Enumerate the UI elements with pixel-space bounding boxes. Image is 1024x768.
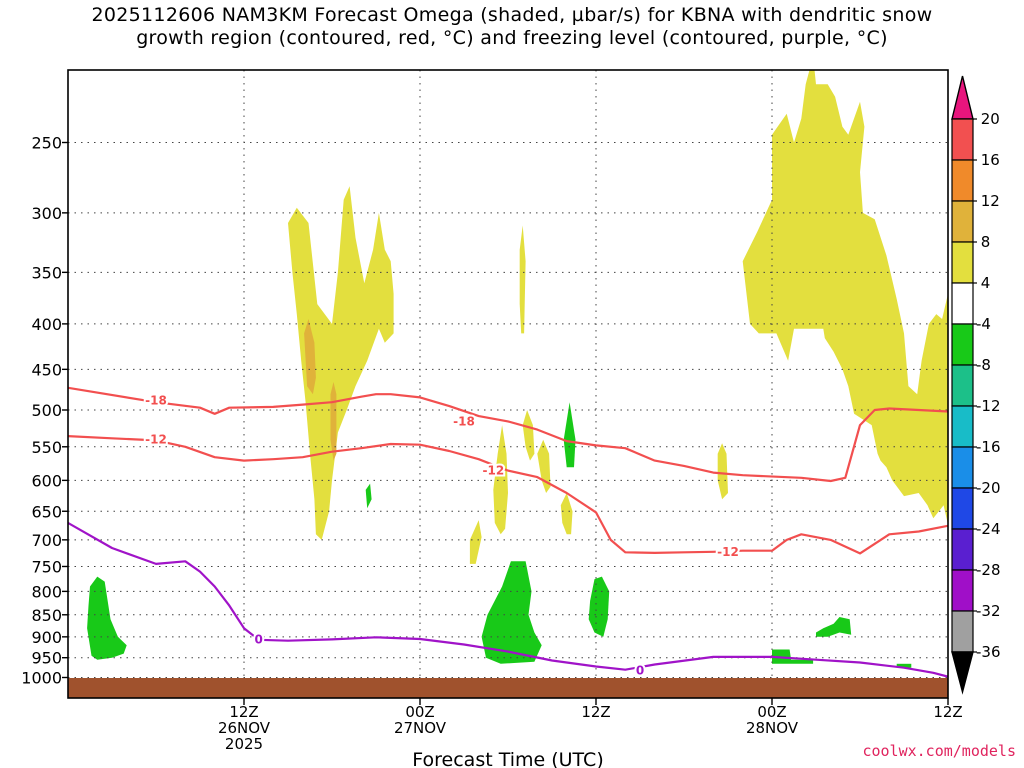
y-tick-label: 400 xyxy=(31,315,62,334)
colorbar-swatch xyxy=(951,323,974,366)
y-tick-label: 450 xyxy=(31,360,62,379)
colorbar: 20 16 12 8 4 -4 -8 -12 -16 -20 -24 -28 -32 -36 xyxy=(951,75,1001,695)
omega-shade-2-0 xyxy=(87,576,127,660)
y-tick-label: 300 xyxy=(31,204,62,223)
colorbar-swatch xyxy=(951,405,974,448)
y-tick-label: 350 xyxy=(31,263,62,282)
colorbar-swatch xyxy=(951,241,974,284)
y-tick-label: 800 xyxy=(31,582,62,601)
terrain-fill xyxy=(68,678,948,698)
x-tick-label: 00Z xyxy=(405,703,434,721)
colorbar-top-arrow xyxy=(951,75,974,120)
colorbar-swatch xyxy=(951,282,974,325)
x-tick-label: 12Z xyxy=(581,703,610,721)
x-tick-label: 28NOV xyxy=(746,719,799,737)
omega-shade-0-5 xyxy=(560,493,573,535)
title-line-2: growth region (contoured, red, °C) and f… xyxy=(136,27,888,49)
omega-shade-0-2 xyxy=(493,425,508,535)
contour-2 xyxy=(68,521,948,678)
colorbar-label: -32 xyxy=(976,602,1001,620)
y-tick-label: 250 xyxy=(31,134,62,153)
y-tick-label: 500 xyxy=(31,401,62,420)
colorbar-swatch xyxy=(951,118,974,161)
y-tick-label: 750 xyxy=(31,557,62,576)
omega-shade-2-2 xyxy=(481,561,542,664)
colorbar-swatch xyxy=(951,528,974,571)
x-tick-label: 12Z xyxy=(933,703,962,721)
y-tick-label: 900 xyxy=(31,628,62,647)
colorbar-label: 12 xyxy=(976,192,1000,210)
colorbar-label: 16 xyxy=(976,151,1000,169)
contour-label: -12 xyxy=(482,464,504,478)
x-axis-label: Forecast Time (UTC) xyxy=(412,749,603,768)
title-line-1: 2025112606 NAM3KM Forecast Omega (shaded… xyxy=(91,4,933,26)
colorbar-label: -16 xyxy=(976,438,1001,456)
colorbar-swatch xyxy=(951,487,974,530)
x-tick-label: 2025 xyxy=(225,735,263,753)
y-tick-label: 600 xyxy=(31,471,62,490)
x-tick-label: 27NOV xyxy=(394,719,447,737)
y-tick-label: 700 xyxy=(31,531,62,550)
omega-shade-0-4 xyxy=(537,439,551,493)
colorbar-swatch xyxy=(951,200,974,243)
omega-shade-1-0 xyxy=(304,319,316,395)
contour-0 xyxy=(68,386,948,483)
omega-shade-0-3 xyxy=(522,410,535,461)
omega-shade-2-4 xyxy=(588,576,610,637)
colorbar-label: -20 xyxy=(976,479,1001,497)
contour-label: 0 xyxy=(254,632,262,646)
y-tick-label: 950 xyxy=(31,649,62,668)
colorbar-swatch xyxy=(951,569,974,612)
omega-shade-2-1 xyxy=(365,483,372,509)
y-tick-label: 550 xyxy=(31,438,62,457)
chart-title: 2025112606 NAM3KM Forecast Omega (shaded… xyxy=(0,4,1024,50)
colorbar-swatch xyxy=(951,159,974,202)
omega-shade-2-3 xyxy=(563,402,576,468)
x-tick-label: 12Z xyxy=(229,703,258,721)
colorbar-swatch xyxy=(951,610,974,653)
colorbar-label: -8 xyxy=(976,356,991,374)
omega-shade-2-6 xyxy=(816,617,852,637)
contour-1 xyxy=(68,435,948,555)
plot-frame xyxy=(67,69,949,699)
y-tick-label: 1000 xyxy=(21,669,62,688)
contour-label: -18 xyxy=(453,414,475,428)
x-tick-label: 00Z xyxy=(757,703,786,721)
colorbar-label: -36 xyxy=(976,643,1001,661)
colorbar-swatch xyxy=(951,446,974,489)
contour-label: -12 xyxy=(145,433,167,447)
omega-shade-0-7 xyxy=(717,443,728,500)
x-tick-label: 26NOV xyxy=(218,719,271,737)
contour-label: -18 xyxy=(145,394,167,408)
colorbar-label: 8 xyxy=(976,233,990,251)
omega-shade-0-1 xyxy=(469,520,482,564)
omega-shade-0-0 xyxy=(288,186,394,540)
contour-label: 0 xyxy=(636,663,644,677)
colorbar-label: -24 xyxy=(976,520,1001,538)
colorbar-label: -28 xyxy=(976,561,1001,579)
credit-text: coolwx.com/models xyxy=(862,742,1016,760)
colorbar-label: -12 xyxy=(976,397,1001,415)
colorbar-bottom-arrow xyxy=(951,651,974,695)
colorbar-label: -4 xyxy=(976,315,991,333)
colorbar-label: 4 xyxy=(976,274,990,292)
contour-label: -12 xyxy=(717,545,739,559)
y-tick-label: 850 xyxy=(31,606,62,625)
colorbar-label: 20 xyxy=(976,110,1000,128)
colorbar-swatch xyxy=(951,364,974,407)
omega-shade-0-8 xyxy=(742,70,948,525)
omega-shade-2-5 xyxy=(772,649,814,664)
omega-shade-0-6 xyxy=(519,225,526,334)
y-tick-label: 650 xyxy=(31,502,62,521)
